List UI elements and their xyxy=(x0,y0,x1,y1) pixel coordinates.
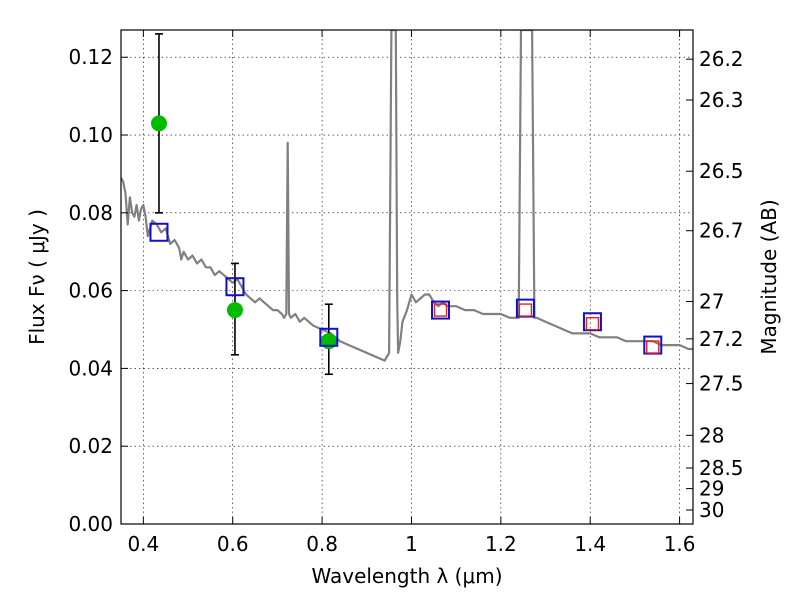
x-axis: 0.4 0.6 0.8 1 1.2 1.4 1.6 xyxy=(127,30,696,556)
photometry-markers xyxy=(149,33,663,376)
y-tick-label: 0.12 xyxy=(68,45,113,69)
right-axis-label: Magnitude (AB) xyxy=(757,199,781,354)
y-tick-label: 0.06 xyxy=(68,279,113,303)
right-tick-label: 26.7 xyxy=(699,219,744,243)
model-flux-small-square xyxy=(433,303,448,317)
model-flux-square xyxy=(319,327,339,347)
model-flux-small-square xyxy=(585,316,600,331)
y-tick-label: 0.08 xyxy=(68,201,113,225)
right-tick-label: 26.2 xyxy=(699,47,744,71)
right-tick-label: 26.5 xyxy=(699,159,744,183)
y-tick-label: 0.10 xyxy=(68,123,113,147)
y-tick-label: 0.00 xyxy=(68,512,113,536)
y-axis-left: 0.00 0.02 0.04 0.06 0.08 0.10 0.12 xyxy=(68,45,128,536)
observed-flux-point xyxy=(150,115,167,132)
right-tick-label: 27.2 xyxy=(699,327,744,351)
x-tick-label: 1.2 xyxy=(485,532,517,556)
y-axis-label: Flux Fν ( μJy ) xyxy=(25,209,49,345)
model-flux-small-square xyxy=(518,303,533,317)
y-tick-label: 0.02 xyxy=(68,434,113,458)
x-tick-label: 1.6 xyxy=(664,532,696,556)
observed-flux-point xyxy=(226,302,243,319)
x-tick-label: 1.4 xyxy=(574,532,606,556)
x-tick-label: 1 xyxy=(405,532,418,556)
spectrum-line xyxy=(121,30,693,362)
model-flux-square xyxy=(149,222,169,242)
x-tick-label: 0.8 xyxy=(306,532,338,556)
y-tick-label: 0.04 xyxy=(68,356,113,380)
right-tick-label: 28.5 xyxy=(699,456,744,480)
spectrum-line-layer xyxy=(121,30,693,362)
right-tick-label: 30 xyxy=(699,498,724,522)
right-tick-label: 29 xyxy=(699,477,724,501)
grid-lines xyxy=(121,30,693,525)
right-tick-label: 27.5 xyxy=(699,372,744,396)
model-flux-square xyxy=(225,277,245,297)
model-flux-small-square xyxy=(646,340,660,354)
x-axis-label: Wavelength λ (μm) xyxy=(311,564,502,588)
right-tick-label: 27 xyxy=(699,290,724,314)
x-tick-label: 0.6 xyxy=(217,532,249,556)
plot-frame xyxy=(120,29,694,525)
model-flux-square xyxy=(431,300,451,320)
x-tick-label: 0.4 xyxy=(127,532,159,556)
right-tick-label: 28 xyxy=(699,423,724,447)
right-tick-label: 26.3 xyxy=(699,88,744,112)
